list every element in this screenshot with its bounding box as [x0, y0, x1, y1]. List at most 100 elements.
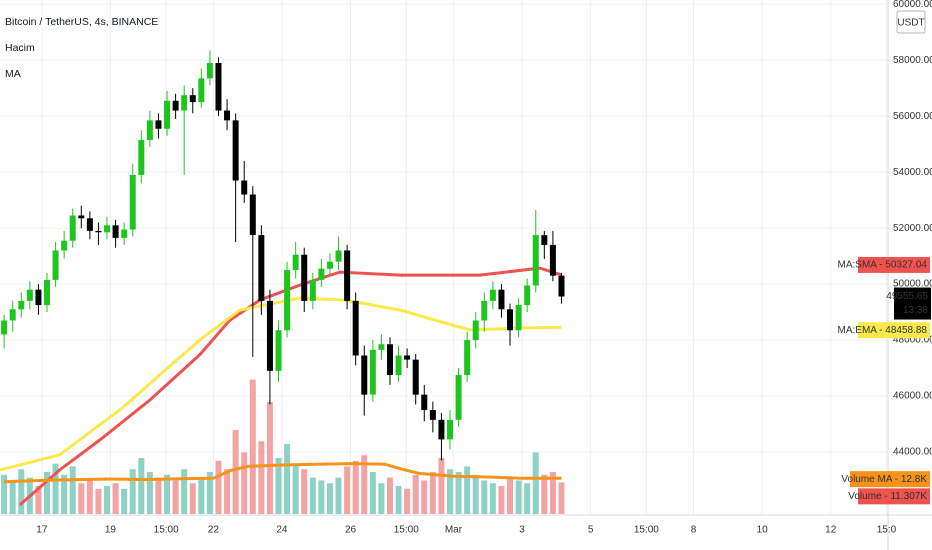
candle-body: [206, 62, 213, 79]
volume-bar: [284, 444, 291, 514]
candle-body: [455, 375, 462, 420]
candle-body: [361, 355, 368, 395]
candle-body: [481, 300, 488, 321]
candle-body: [112, 225, 119, 238]
x-tick-label: 15:00: [634, 525, 659, 536]
volume-bar: [43, 472, 50, 514]
candle-body: [258, 235, 265, 301]
legend-ma[interactable]: MA: [5, 68, 21, 80]
candle-body: [224, 110, 231, 121]
x-tick-label: 15:0: [877, 525, 897, 536]
candle-body: [249, 194, 256, 236]
volume-bar: [438, 458, 445, 514]
volume-layer: [1, 379, 565, 514]
price-labels: MA:SMA - 50327.04 MA:EMA - 48458.88 Volume…: [838, 256, 931, 505]
ma-line: [18, 266, 562, 507]
currency-box[interactable]: [896, 10, 926, 34]
candle-body: [524, 285, 531, 306]
candle-body: [232, 120, 239, 181]
candle-body: [386, 344, 393, 376]
volume-bar: [1, 474, 8, 514]
y-tick-label: 50000.00: [893, 279, 932, 290]
candle-body: [532, 235, 539, 286]
candle-body: [1, 320, 8, 335]
candle-body: [309, 279, 316, 301]
volume-bar: [541, 474, 548, 514]
candle-body: [369, 349, 376, 395]
sma-label-box: [858, 256, 930, 273]
sma-label: MA:SMA - 50327.04: [838, 260, 928, 271]
candle-body: [284, 270, 291, 331]
x-tick-label: 24: [276, 525, 288, 536]
volume-bar: [232, 430, 239, 514]
candle-body: [549, 244, 556, 276]
candle-body: [438, 419, 445, 440]
y-tick-label: 44000.00: [893, 447, 932, 458]
time-axis-bg: [0, 515, 932, 550]
candle-body: [78, 215, 85, 219]
x-tick-label: Mar: [445, 525, 463, 536]
volume-bar: [352, 460, 359, 514]
candle-body: [95, 230, 102, 233]
candle-body: [43, 279, 50, 306]
candle-layer: [1, 50, 565, 461]
volume-bar: [104, 486, 111, 514]
x-tick-label: 19: [105, 525, 117, 536]
volume-bar: [515, 480, 522, 514]
x-tick-label: 12: [825, 525, 837, 536]
volume-bar: [335, 477, 342, 514]
volume-bar: [61, 474, 68, 514]
candle-body: [404, 355, 411, 360]
candle-body: [498, 289, 505, 310]
volume-bar: [498, 486, 505, 514]
volume-bar: [206, 472, 213, 514]
legend-volume[interactable]: Hacim: [5, 42, 35, 54]
currency: USDT: [897, 18, 924, 29]
volume-bar: [155, 477, 162, 514]
volume-bar: [172, 480, 179, 514]
candle-body: [146, 120, 153, 140]
x-tick-label: 26: [345, 525, 357, 536]
volume-bar: [472, 474, 479, 514]
x-tick-label: 3: [519, 525, 525, 536]
candle-body: [335, 250, 342, 262]
volume-bar: [9, 480, 16, 514]
last-price-box: [894, 287, 931, 320]
grid: [0, 0, 888, 515]
volume-bar: [266, 402, 273, 514]
price-axis-bg: [888, 0, 932, 550]
volume-bar: [95, 488, 102, 514]
volume-bar: [301, 469, 308, 514]
candle-body: [104, 225, 111, 233]
volume-label: Volume - 11.307K: [848, 491, 927, 502]
volume-bar: [164, 474, 171, 514]
x-tick-label: 15:00: [394, 525, 419, 536]
candle-body: [241, 180, 248, 195]
candle-body: [429, 410, 436, 420]
volume-bar: [189, 483, 196, 514]
volume-bar: [215, 460, 222, 514]
x-tick-label: 17: [36, 525, 48, 536]
candle-body: [395, 355, 402, 376]
candle-body: [318, 268, 325, 280]
volume-bar: [78, 483, 85, 514]
candle-body: [86, 218, 93, 231]
candle-body: [378, 344, 385, 350]
x-tick-label: 22: [208, 525, 220, 536]
volume-bar: [369, 472, 376, 514]
ema-label-box: [858, 322, 930, 339]
legend-symbol[interactable]: Bitcoin / TetherUS, 4s, BINANCE: [5, 16, 158, 28]
volume-bar: [549, 472, 556, 514]
candle-body: [26, 289, 33, 301]
candle-body: [352, 300, 359, 356]
candle-body: [326, 261, 333, 269]
candle-body: [18, 300, 25, 310]
candle-body: [215, 62, 222, 111]
volume-bar: [198, 477, 205, 514]
x-tick-label: 5: [588, 525, 594, 536]
x-tick-label: 10: [757, 525, 769, 536]
x-tick-label: 15:00: [154, 525, 179, 536]
volume-bar: [378, 483, 385, 514]
candle-body: [266, 300, 273, 371]
volume-bar: [421, 480, 428, 514]
